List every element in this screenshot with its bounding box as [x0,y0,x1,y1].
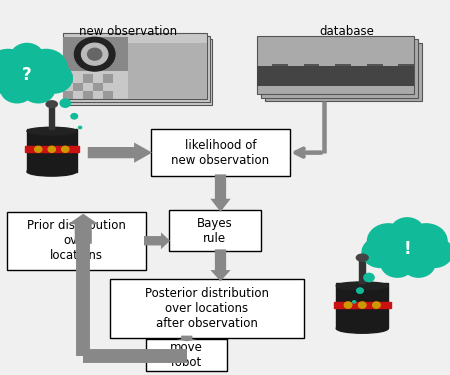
Bar [288,75,304,86]
Bar [333,302,391,308]
Bar [66,36,210,102]
Bar [304,64,319,75]
Ellipse shape [356,254,368,261]
Bar [256,36,414,94]
Bar [398,64,414,75]
Bar [27,129,76,172]
Bar [63,74,73,82]
Circle shape [0,49,30,85]
Circle shape [405,223,448,259]
Text: !: ! [404,240,411,258]
Circle shape [373,302,380,308]
Circle shape [81,43,108,65]
Circle shape [21,75,55,104]
Circle shape [415,237,450,268]
Bar [93,82,103,91]
Bar [73,82,83,91]
Bar [103,74,112,82]
Text: Prior distribution
over
locations: Prior distribution over locations [27,219,126,262]
Text: Posterior distribution
over locations
after observation: Posterior distribution over locations af… [145,287,269,330]
Circle shape [390,217,424,246]
Circle shape [356,287,364,294]
Circle shape [59,98,71,108]
Circle shape [359,302,366,308]
Polygon shape [176,336,197,341]
Bar [128,43,207,99]
Bar [336,283,388,328]
Bar [360,258,365,283]
Ellipse shape [27,167,76,176]
Circle shape [379,226,435,273]
Bar [103,91,112,99]
FancyBboxPatch shape [151,129,290,176]
Polygon shape [68,214,99,244]
Circle shape [74,38,115,71]
Text: move
robot: move robot [170,341,203,369]
Circle shape [35,146,42,152]
Circle shape [363,273,375,282]
Text: likelihood of
new observation: likelihood of new observation [171,139,270,167]
Bar [63,37,128,71]
Bar [272,64,288,75]
Bar [351,75,367,86]
Circle shape [35,62,73,94]
Ellipse shape [46,101,58,108]
Circle shape [70,113,78,120]
Circle shape [78,126,82,129]
Bar [24,146,79,152]
Circle shape [344,302,352,308]
Circle shape [0,62,19,94]
Ellipse shape [336,282,388,290]
Bar [256,66,414,86]
Circle shape [62,146,69,152]
Text: new observation: new observation [79,26,177,38]
Ellipse shape [27,127,76,135]
Polygon shape [211,174,230,212]
Bar [367,64,382,75]
Circle shape [401,249,436,278]
FancyBboxPatch shape [169,210,261,251]
FancyBboxPatch shape [7,212,146,270]
FancyBboxPatch shape [146,339,227,371]
Circle shape [88,48,102,60]
Circle shape [48,146,55,152]
Bar [63,91,73,99]
Text: database: database [319,26,374,38]
Ellipse shape [336,324,388,333]
Circle shape [367,223,410,259]
Bar [382,75,398,86]
Circle shape [24,49,68,85]
Bar [49,104,54,129]
Bar [63,33,207,99]
Circle shape [0,75,34,104]
Bar [83,74,93,82]
Circle shape [0,52,55,98]
Polygon shape [144,232,170,249]
Circle shape [380,249,414,278]
Bar [265,43,422,101]
Text: Bayes
rule: Bayes rule [197,217,233,244]
Polygon shape [88,142,152,163]
Bar [335,64,351,75]
Circle shape [10,43,44,71]
Polygon shape [211,249,230,281]
Bar [68,39,212,105]
Bar [256,75,272,86]
FancyBboxPatch shape [110,279,304,338]
Circle shape [352,300,356,304]
Bar [83,91,93,99]
Bar [261,39,418,98]
Text: ?: ? [22,66,32,84]
Bar [320,75,335,86]
Circle shape [361,237,399,268]
